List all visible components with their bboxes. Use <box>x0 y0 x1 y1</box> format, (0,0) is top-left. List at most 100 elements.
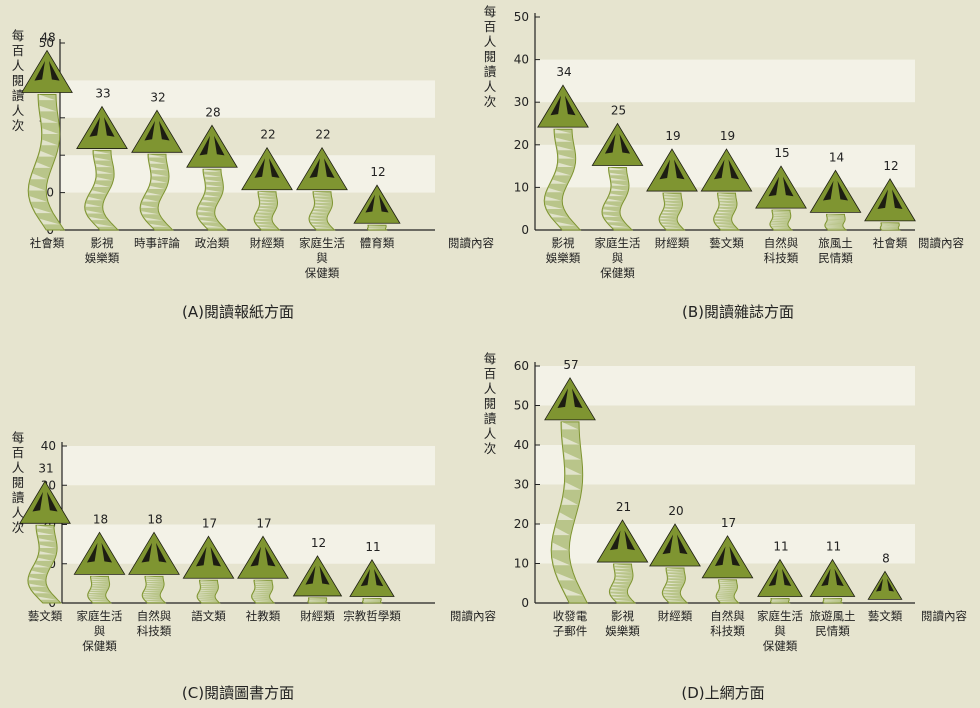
bar-stem-pattern <box>545 129 576 226</box>
y-tick-label: 50 <box>39 36 54 50</box>
bar-cap-mark <box>565 95 576 116</box>
bar-cap-mark <box>768 176 779 197</box>
x-tick-label: 藝文類 <box>868 609 903 623</box>
bar-stem <box>27 94 66 231</box>
y-tick-label: 40 <box>514 438 529 452</box>
bar-6 <box>292 555 343 604</box>
bar-5 <box>241 146 293 231</box>
grid-bands <box>60 80 435 193</box>
y-tick-label: 10 <box>514 557 529 571</box>
bar-cap-mark <box>834 568 844 587</box>
y-tick-label: 50 <box>514 399 529 413</box>
bar-cap <box>21 49 73 93</box>
x-axis-label: 閱讀內容 <box>918 236 964 250</box>
bar-cap-mark <box>768 568 778 587</box>
bar-6 <box>809 169 862 231</box>
bar-cap-mark <box>728 159 740 180</box>
chart-panel-3: 010203040每百人閱讀人次閱讀內容31藝文類18家庭生活與保健類18自然與… <box>12 430 497 702</box>
bar-cap-mark <box>144 120 155 141</box>
bar-stem-pattern <box>552 421 583 596</box>
bar-1 <box>544 377 596 604</box>
x-tick-label: 自然與科技類 <box>137 609 172 638</box>
bar-value-label: 17 <box>256 516 271 530</box>
bar-cap-mark <box>214 135 225 156</box>
bar-stem <box>769 209 794 231</box>
bar-5 <box>757 558 803 604</box>
bar-value-label: 19 <box>720 129 735 143</box>
bar-stem-pattern <box>309 597 326 603</box>
bar-stem <box>601 167 634 231</box>
bar-cap <box>76 105 128 149</box>
bar-3 <box>649 523 701 604</box>
x-tick-label: 財經類 <box>300 609 335 623</box>
bar-stem-pattern <box>663 568 685 602</box>
bar-stem <box>196 168 228 231</box>
bar-cap-mark <box>659 159 670 180</box>
bar-value-label: 12 <box>311 536 326 550</box>
y-tick-label: 40 <box>514 53 529 67</box>
bar-cap <box>349 559 395 597</box>
bar-stem-pattern <box>310 191 332 229</box>
x-tick-label: 財經類 <box>250 236 285 250</box>
bar-cap-mark <box>89 117 100 137</box>
bar-value-label: 19 <box>665 129 680 143</box>
y-tick-label: 30 <box>514 95 529 109</box>
y-tick-label: 50 <box>514 10 529 24</box>
x-tick-label: 自然與科技類 <box>764 236 799 265</box>
chart-title: (A)閱讀報紙方面 <box>182 303 294 321</box>
bar-6 <box>809 558 856 604</box>
x-tick-label: 影視娛樂類 <box>85 236 120 265</box>
bar-cap-mark <box>822 180 834 201</box>
bar-value-label: 17 <box>202 516 217 530</box>
grid-band <box>535 366 915 406</box>
bar-cap <box>237 535 289 579</box>
bar-4 <box>701 535 754 604</box>
x-tick-label: 影視娛樂類 <box>605 609 640 638</box>
bar-cap-mark <box>674 159 685 180</box>
bar-stem <box>550 421 589 604</box>
bar-cap-mark <box>782 568 792 587</box>
y-axis-label: 每百人閱讀人次 <box>484 4 497 109</box>
bar-cap-mark <box>713 159 725 180</box>
bar-cap-mark <box>49 60 60 81</box>
bar-cap-mark <box>662 534 673 555</box>
bar-cap <box>73 531 126 575</box>
bar-stem <box>84 150 120 231</box>
bar-value-label: 31 <box>38 461 53 475</box>
bar-cap-mark <box>86 542 98 563</box>
bar-3 <box>646 148 698 231</box>
x-tick-label: 財經類 <box>658 609 693 623</box>
bar-value-label: 12 <box>370 165 385 179</box>
bar-cap-mark <box>609 530 621 551</box>
bar-stem-pattern <box>363 598 381 603</box>
bar-cap <box>591 122 644 166</box>
y-tick-label: 0 <box>521 596 529 610</box>
bar-cap-mark <box>265 546 276 567</box>
bar-value-label: 18 <box>147 512 162 526</box>
bar-cap <box>596 519 649 563</box>
x-tick-label: 旅遊風土民情類 <box>810 609 856 638</box>
bar-stem <box>139 153 174 231</box>
bar-cap-mark <box>572 388 583 408</box>
bar-stem-pattern <box>143 576 164 602</box>
bar-cap-mark <box>557 388 568 408</box>
bar-cap-mark <box>309 158 320 178</box>
y-axis-label: 每百人閱讀人次 <box>484 351 497 456</box>
bar-cap-mark <box>821 568 831 587</box>
bar-stem-pattern <box>770 210 790 230</box>
bar-cap-mark <box>32 491 43 512</box>
bar-value-label: 15 <box>774 146 789 160</box>
x-tick-label: 影視娛樂類 <box>546 236 581 265</box>
x-axis-label: 閱讀內容 <box>450 609 496 623</box>
bar-cap-mark <box>550 95 561 116</box>
bar-cap-mark <box>34 60 45 81</box>
bar-cap-mark <box>360 568 370 587</box>
bar-stem-pattern <box>825 214 845 230</box>
y-tick-label: 20 <box>514 517 529 531</box>
x-tick-label: 社教類 <box>246 609 281 623</box>
x-tick-label: 社會類 <box>873 236 908 250</box>
bar-cap-mark <box>254 158 265 178</box>
bar-value-label: 32 <box>150 90 165 104</box>
bar-stem <box>608 563 637 604</box>
bar-6 <box>296 146 348 231</box>
